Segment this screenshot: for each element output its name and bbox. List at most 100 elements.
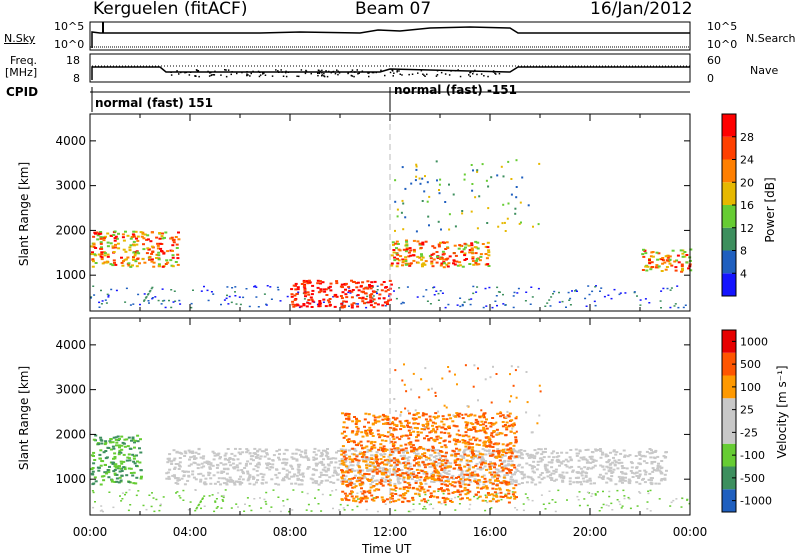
echo-cell	[324, 305, 328, 308]
echo-cell	[114, 438, 118, 441]
echo-cell	[342, 474, 345, 477]
echo-cell	[305, 305, 309, 308]
echo-cell	[317, 483, 321, 486]
echo-cell	[459, 460, 463, 463]
echo-cell	[639, 299, 642, 301]
echo-cell	[478, 415, 482, 418]
echo-cell	[438, 189, 440, 191]
echo-cell	[491, 435, 495, 438]
echo-cell	[333, 466, 337, 469]
echo-cell	[663, 478, 667, 481]
echo-cell	[394, 229, 396, 232]
echo-cell	[213, 510, 216, 513]
echo-cell	[433, 478, 437, 481]
echo-cell	[559, 461, 563, 464]
echo-cell	[554, 501, 557, 503]
echo-cell	[253, 498, 256, 500]
echo-cell	[410, 388, 413, 391]
echo-cell	[649, 456, 653, 459]
echo-cell	[478, 259, 482, 262]
echo-cell	[643, 455, 647, 458]
echo-cell	[364, 412, 368, 415]
echo-cell	[477, 450, 481, 453]
echo-cell	[361, 492, 365, 495]
echo-cell	[268, 468, 272, 471]
echo-cell	[561, 300, 564, 303]
echo-cell	[375, 291, 378, 293]
echo-cell	[681, 249, 685, 252]
echo-cell	[432, 460, 436, 463]
echo-cell	[252, 483, 256, 486]
echo-cell	[141, 231, 145, 234]
echo-cell	[421, 265, 424, 268]
echo-cell	[443, 431, 447, 434]
freq-sample	[492, 70, 495, 72]
echo-cell	[91, 470, 95, 473]
freq-sample	[469, 75, 471, 78]
echo-cell	[360, 455, 364, 458]
echo-cell	[318, 461, 322, 464]
echo-cell	[623, 455, 627, 458]
echo-cell	[402, 302, 405, 304]
echo-cell	[329, 282, 333, 285]
echo-cell	[199, 456, 203, 459]
echo-cell	[93, 459, 97, 461]
echo-cell	[498, 464, 501, 467]
echo-cell	[366, 280, 370, 283]
echo-cell	[432, 490, 436, 493]
echo-cell	[503, 424, 507, 426]
echo-cell	[402, 494, 406, 497]
cpid-panel	[90, 87, 690, 112]
echo-cell	[500, 165, 503, 168]
echo-cell	[141, 258, 145, 261]
echo-cell	[427, 462, 431, 465]
echo-cell	[496, 477, 499, 480]
echo-cell	[510, 419, 514, 422]
echo-cell	[310, 298, 314, 301]
echo-cell	[192, 455, 195, 458]
freq-sample	[354, 71, 356, 73]
echo-cell	[442, 266, 446, 269]
echo-cell	[511, 493, 515, 496]
echo-cell	[101, 300, 104, 302]
echo-cell	[446, 247, 450, 249]
echo-cell	[437, 245, 441, 248]
echo-cell	[427, 457, 431, 460]
echo-cell	[120, 448, 124, 451]
echo-cell	[472, 263, 476, 266]
echo-cell	[340, 462, 344, 465]
echo-cell	[160, 303, 163, 305]
echo-cell	[648, 262, 652, 265]
echo-cell	[425, 472, 429, 475]
echo-cell	[164, 306, 167, 309]
echo-cell	[453, 491, 457, 493]
echo-cell	[480, 415, 484, 418]
echo-cell	[407, 262, 411, 265]
echo-cell	[526, 497, 529, 499]
echo-cell	[443, 241, 446, 244]
echo-cell	[375, 420, 379, 423]
echo-cell	[621, 505, 624, 507]
echo-cell	[648, 258, 651, 260]
echo-cell	[414, 179, 417, 182]
echo-cell	[426, 427, 430, 430]
echo-cell	[435, 261, 439, 264]
echo-cell	[385, 468, 389, 471]
echo-cell	[342, 455, 346, 458]
echo-cell	[439, 462, 443, 465]
echo-cell	[246, 449, 250, 452]
echo-cell	[428, 431, 432, 434]
echo-cell	[178, 461, 182, 464]
echo-cell	[406, 482, 410, 485]
colorbar-frame	[721, 329, 737, 513]
echo-cell	[506, 443, 510, 446]
echo-cell	[516, 451, 520, 454]
echo-cell	[612, 468, 616, 471]
echo-cell	[423, 491, 427, 494]
echo-cell	[207, 471, 211, 474]
echo-cell	[399, 255, 403, 258]
echo-cell	[432, 415, 436, 418]
echo-cell	[487, 437, 491, 440]
echo-cell	[411, 473, 415, 476]
echo-cell	[302, 475, 305, 478]
